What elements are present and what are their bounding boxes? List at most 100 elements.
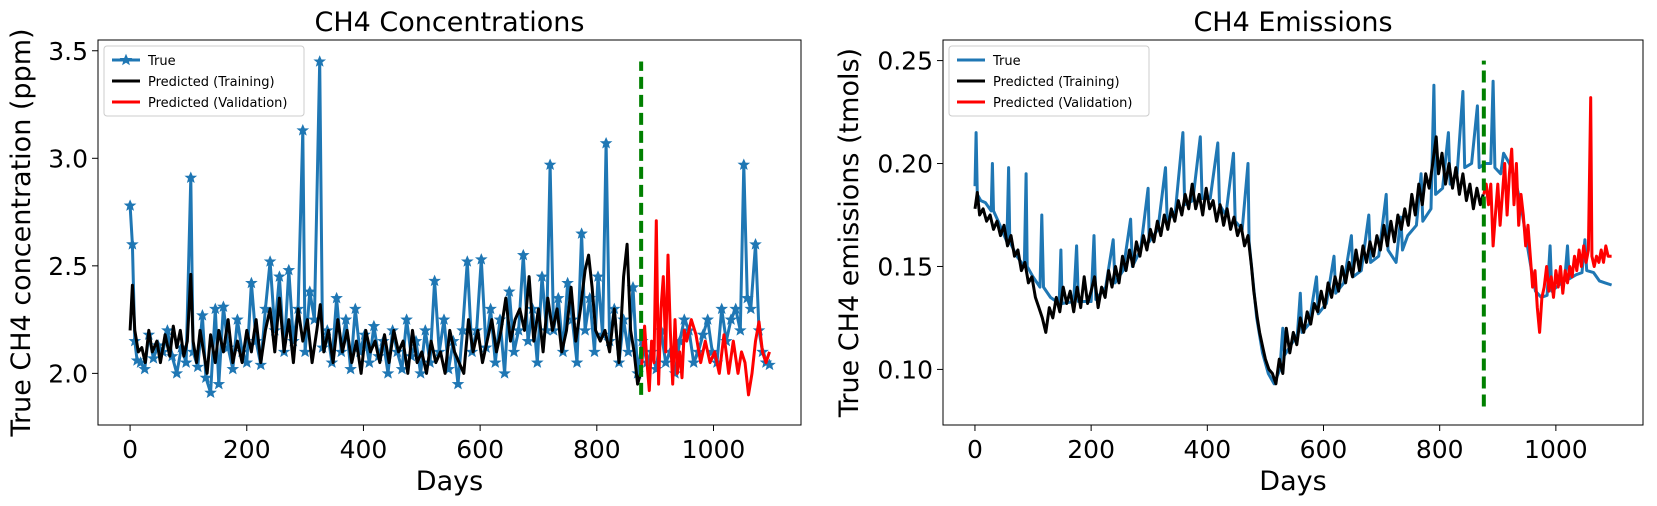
data-point-marker [259, 302, 272, 315]
axes-frame [97, 39, 802, 426]
y-tick-label: 0.25 [877, 47, 933, 76]
y-tick-label: 3.5 [48, 37, 88, 66]
data-point-marker [744, 302, 758, 315]
y-tick-label: 0.10 [877, 355, 933, 384]
data-point-marker [128, 334, 142, 347]
data-point-marker [330, 291, 343, 304]
data-point-marker [460, 255, 474, 267]
data-point-marker [217, 300, 230, 312]
chart-panel-2: 0 200 400 600 800 1000 0.10 0.15 0.20 0.25 CH4 Emi… [834, 7, 1644, 497]
data-point-marker [687, 356, 701, 368]
data-point-marker [138, 362, 152, 375]
data-point-marker [362, 356, 376, 368]
series-line-predicted-validation [639, 219, 771, 397]
data-point-marker [488, 356, 502, 368]
x-tick-label: 600 [1300, 435, 1348, 464]
legend: True Predicted (Training) Predicted (Valid… [948, 45, 1150, 117]
x-tick-label: 800 [573, 435, 621, 464]
y-tick-label: 0.20 [877, 150, 933, 179]
x-tick-label: 0 [967, 435, 983, 464]
data-point-marker [208, 302, 222, 315]
legend-entry-label: Predicted (Validation) [993, 96, 1133, 111]
legend-box [948, 45, 1150, 117]
data-point-marker [196, 309, 209, 321]
data-point-marker [147, 352, 160, 364]
data-point-marker [507, 345, 521, 358]
y-tick-label: 2.0 [48, 359, 88, 388]
data-point-marker [578, 324, 592, 336]
data-point-marker [737, 158, 751, 170]
data-point-marker [123, 199, 137, 211]
x-tick-label: 200 [1067, 435, 1115, 464]
data-point-marker [313, 55, 327, 67]
data-point-marker [199, 371, 213, 383]
x-tick-label: 0 [122, 435, 138, 464]
series-line-predicted-training [128, 242, 643, 386]
data-point-marker [474, 253, 488, 265]
data-point-marker [588, 345, 601, 358]
x-tick-label: 200 [223, 435, 271, 464]
legend-entry-label: True [147, 54, 176, 69]
x-tick-label: 1000 [1524, 435, 1588, 464]
data-point-marker [733, 324, 747, 336]
legend-box [103, 45, 305, 117]
data-point-marker [400, 313, 413, 325]
series-line-predicted-validation [1482, 96, 1612, 334]
legend-entry-label: True [992, 54, 1021, 69]
data-point-marker [339, 313, 353, 325]
plot-area [973, 60, 1613, 407]
data-point-marker [591, 270, 605, 282]
y-axis-label: True CH4 emissions (tmols) [834, 48, 865, 418]
data-point-marker [498, 367, 511, 379]
data-point-marker [535, 270, 549, 282]
data-point-marker [263, 255, 277, 267]
series-line-predicted-training [973, 135, 1485, 386]
y-tick-label: 0.15 [877, 252, 933, 281]
y-tick-label: 3.0 [48, 144, 88, 173]
data-point-marker [381, 367, 395, 379]
x-axis-label: Days [1259, 466, 1326, 497]
x-tick-label: 400 [1183, 435, 1231, 464]
data-point-marker [561, 276, 574, 289]
data-point-marker [282, 263, 296, 276]
data-point-marker [749, 238, 762, 250]
data-point-marker [530, 356, 544, 368]
data-point-marker [729, 302, 743, 315]
data-point-marker [599, 136, 613, 149]
data-point-marker [191, 360, 205, 373]
x-tick-label: 800 [1416, 435, 1464, 464]
data-point-marker [451, 377, 465, 390]
legend: True Predicted (Training) Predicted (Valid… [103, 45, 305, 117]
legend-entry-label: Predicted (Training) [148, 75, 275, 90]
chart-title: CH4 Concentrations [315, 7, 585, 38]
data-point-marker [696, 328, 710, 340]
data-point-marker [254, 358, 268, 371]
data-point-marker [551, 291, 565, 304]
data-point-marker [659, 356, 673, 368]
data-point-marker [298, 345, 312, 358]
chart-title: CH4 Emissions [1193, 7, 1392, 38]
data-point-marker [418, 324, 432, 336]
y-tick-label: 2.5 [48, 252, 88, 281]
data-point-marker [245, 276, 258, 289]
x-tick-label: 400 [340, 435, 388, 464]
data-point-marker [126, 238, 139, 250]
chart-panel-1: 0 200 400 600 800 1000 2.0 2.5 3.0 3.5 CH4 Concent… [6, 7, 802, 497]
data-point-marker [348, 302, 362, 315]
data-point-marker [521, 334, 535, 347]
data-point-marker [367, 319, 381, 332]
data-point-marker [724, 313, 738, 325]
data-point-marker [287, 334, 300, 347]
data-point-marker [575, 227, 588, 239]
data-point-marker [344, 362, 357, 375]
data-point-marker [268, 324, 282, 336]
data-point-marker [184, 171, 198, 183]
x-tick-label: 1000 [682, 435, 746, 464]
legend-marker [119, 53, 133, 66]
data-point-marker [226, 362, 240, 375]
data-point-marker [428, 274, 441, 287]
data-point-marker [543, 158, 557, 170]
data-point-marker [677, 313, 691, 325]
data-point-marker [437, 313, 451, 325]
data-point-marker [701, 313, 715, 325]
